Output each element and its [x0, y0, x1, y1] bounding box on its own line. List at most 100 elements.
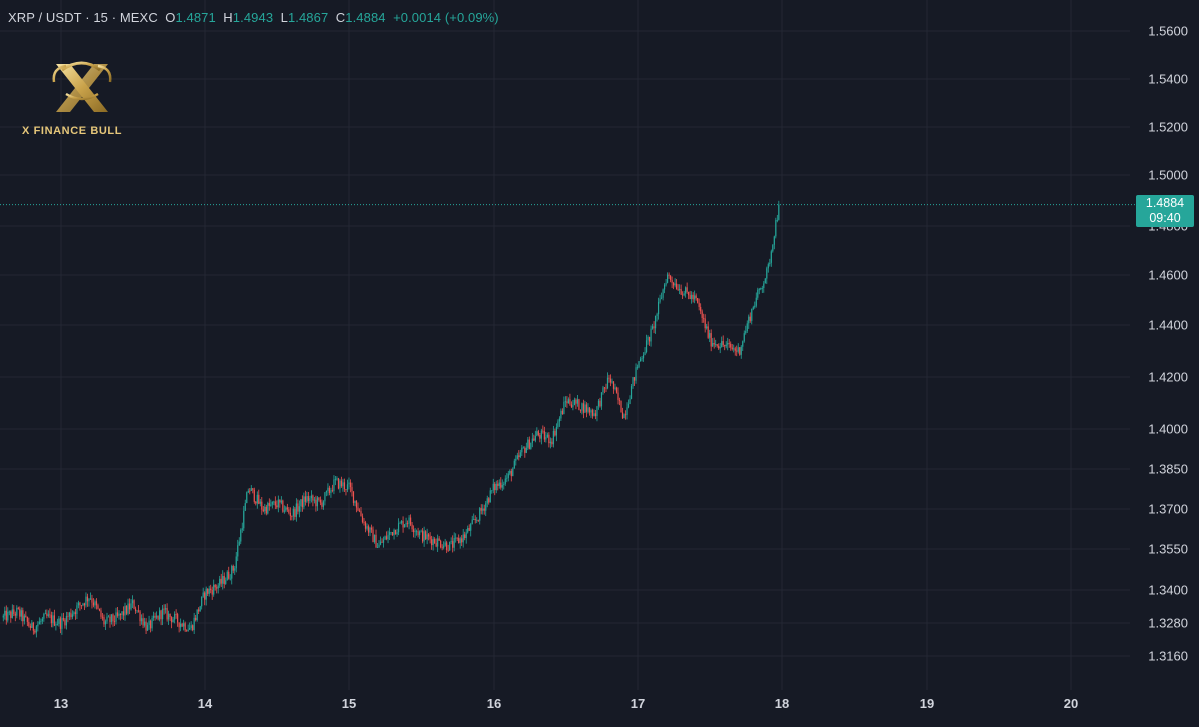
candle-body [243, 510, 245, 529]
candle-body [370, 527, 373, 530]
candle-body [333, 479, 335, 491]
candle-body [474, 519, 476, 521]
candle-body [253, 489, 255, 502]
candle-body [617, 392, 619, 400]
candle-body [495, 483, 497, 491]
candle-body [394, 529, 397, 535]
candle-body [70, 612, 72, 618]
candle-body [180, 623, 182, 628]
time-axis[interactable]: 13 14 15 16 17 18 19 20 [54, 696, 1078, 711]
candle-body [303, 496, 305, 508]
candle-body [240, 529, 242, 542]
candle-body [74, 612, 77, 614]
candle-body [273, 501, 275, 503]
candle-body [539, 435, 541, 439]
price-axis[interactable]: 1.56001.54001.52001.50001.48001.46001.44… [1148, 24, 1188, 664]
candle-body [279, 499, 281, 503]
candle-body [419, 531, 421, 536]
price-tick-label: 1.3850 [1148, 462, 1188, 477]
candle-body [623, 414, 625, 419]
candle-body [172, 619, 174, 623]
candle-body [710, 333, 712, 347]
candle-body [444, 542, 446, 546]
candle-body [546, 434, 548, 438]
price-tick-label: 1.3160 [1148, 649, 1188, 664]
candle-body [570, 404, 573, 408]
candle-body [751, 308, 753, 321]
high-label: H [223, 10, 233, 25]
price-tick-label: 1.3550 [1148, 542, 1188, 557]
candle-body [270, 504, 272, 506]
candle-body [238, 541, 240, 546]
candle-body [769, 262, 771, 265]
candle-body [387, 534, 389, 540]
candle-body [52, 615, 54, 624]
candle-body [19, 608, 21, 617]
candle-body [274, 501, 276, 506]
candle-body [745, 331, 747, 334]
candle-body [621, 412, 624, 419]
candle-body [758, 289, 760, 291]
candle-body [235, 556, 237, 569]
low-value: 1.4867 [287, 10, 329, 25]
candle-body [426, 534, 428, 540]
candle-body [220, 578, 222, 584]
candle-body [334, 479, 337, 480]
candle-body [533, 438, 535, 441]
candle-body [226, 571, 228, 581]
candle-body [540, 430, 542, 439]
candle-body [721, 341, 723, 348]
candle-body [578, 399, 580, 410]
candle-body [152, 615, 155, 619]
candle-body [437, 538, 439, 547]
candle-body [576, 399, 579, 404]
candle-body [414, 531, 416, 533]
candle-body [608, 377, 610, 379]
candle-body [691, 294, 693, 299]
logo-text: X FINANCE BULL [22, 125, 123, 137]
candle-body [403, 524, 406, 528]
candle-body [685, 287, 687, 294]
candle-body [606, 377, 609, 389]
candle-body [139, 611, 141, 622]
candle-body [635, 367, 637, 381]
candle-body [136, 610, 138, 612]
candle-body [77, 602, 80, 606]
candle-body [241, 528, 243, 530]
candle-body [25, 615, 27, 617]
candle-body [246, 492, 248, 504]
candle-body [406, 522, 409, 524]
candle-body [325, 491, 328, 493]
time-tick-label: 20 [1064, 696, 1078, 711]
candle-body [244, 503, 246, 511]
candle-body [160, 610, 162, 620]
candle-body [343, 482, 346, 490]
candle-body [772, 244, 774, 252]
change-value: +0.0014 (+0.09%) [393, 10, 499, 25]
candle-body [181, 623, 183, 627]
candle-body [494, 483, 496, 491]
candle-body [352, 491, 355, 503]
candle-body [468, 528, 470, 531]
candle-body [271, 501, 273, 505]
candle-body [477, 519, 479, 521]
candle-body [462, 534, 464, 543]
candle-body [507, 473, 509, 478]
candle-body [602, 387, 604, 393]
candle-body [300, 499, 302, 507]
close-label: C [335, 10, 346, 25]
candle-body [247, 490, 249, 493]
candle-body [127, 603, 129, 614]
candle-body [587, 407, 589, 412]
candle-body [594, 413, 597, 417]
time-axis-band [0, 690, 1199, 722]
candle-body [8, 611, 10, 613]
candle-body [676, 283, 678, 290]
candle-body [217, 585, 219, 589]
candle-body [429, 536, 431, 540]
candle-body [37, 624, 39, 627]
candle-body [346, 484, 349, 490]
candle-body [629, 398, 631, 405]
